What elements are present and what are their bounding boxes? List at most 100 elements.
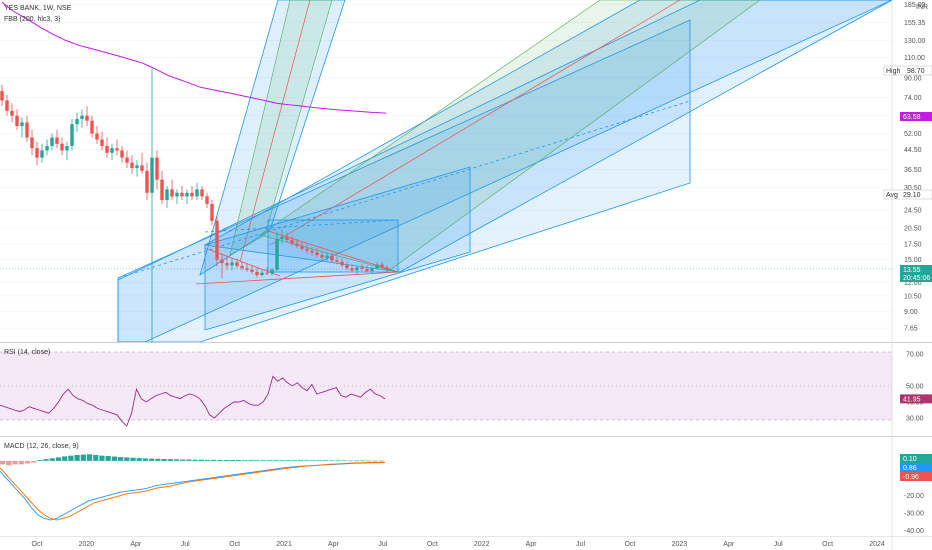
candle[interactable]	[20, 117, 24, 138]
rsi-line[interactable]	[0, 375, 386, 427]
pitchfork-wide-outer[interactable]	[203, 0, 892, 273]
time-axis[interactable]: Oct 2020 Apr Jul Oct 2021 Apr Jul Oct 2022 Apr Jul O…	[0, 536, 932, 549]
candle[interactable]	[140, 152, 144, 174]
candle[interactable]	[110, 143, 114, 161]
candle[interactable]	[290, 235, 294, 246]
candle[interactable]	[315, 248, 319, 258]
candle[interactable]	[195, 182, 199, 201]
candle[interactable]	[115, 139, 119, 156]
candle[interactable]	[100, 131, 104, 151]
trend-line-1[interactable]	[195, 271, 399, 285]
candle[interactable]	[305, 244, 309, 254]
channel-box-diagonal[interactable]	[204, 219, 399, 233]
candle[interactable]	[165, 186, 169, 208]
candle[interactable]	[35, 141, 39, 166]
candle[interactable]	[175, 189, 179, 204]
candle[interactable]	[135, 160, 139, 177]
drawing-tools[interactable]	[117, 0, 892, 342]
candle[interactable]	[95, 125, 99, 144]
candle[interactable]	[10, 103, 14, 123]
candle[interactable]	[75, 112, 79, 132]
candle[interactable]	[275, 231, 279, 272]
candle[interactable]	[385, 265, 389, 272]
candle[interactable]	[70, 118, 74, 151]
candle[interactable]	[345, 261, 349, 271]
candle[interactable]	[60, 137, 64, 156]
candle[interactable]	[365, 265, 369, 273]
candle[interactable]	[255, 268, 259, 278]
candle[interactable]	[65, 141, 69, 161]
pitchfork-steep-inner[interactable]	[229, 0, 333, 256]
candle[interactable]	[295, 238, 299, 249]
macd-panel[interactable]: MACD (12, 26, close, 9) 0.00-10.00-20.00…	[0, 443, 932, 535]
candle[interactable]	[380, 261, 384, 269]
candle[interactable]	[190, 186, 194, 201]
candle[interactable]	[235, 258, 239, 269]
candle[interactable]	[45, 139, 49, 156]
channel-median-line[interactable]	[117, 100, 691, 279]
candle[interactable]	[0, 84, 4, 107]
candle[interactable]	[185, 189, 189, 204]
candle[interactable]	[120, 145, 124, 163]
candle[interactable]	[250, 265, 254, 275]
candle[interactable]	[5, 95, 9, 116]
candle[interactable]	[80, 109, 84, 128]
candle[interactable]	[375, 262, 379, 270]
candle[interactable]	[340, 258, 344, 268]
candle[interactable]	[210, 200, 214, 226]
candle[interactable]	[40, 143, 44, 163]
candle[interactable]	[260, 269, 264, 277]
candle[interactable]	[180, 186, 184, 201]
candle[interactable]	[130, 155, 134, 174]
candle[interactable]	[145, 162, 149, 201]
candle[interactable]	[335, 256, 339, 265]
candle[interactable]	[105, 137, 109, 158]
pitchfork-wide-median[interactable]	[269, 0, 681, 246]
candle[interactable]	[280, 229, 284, 244]
candle[interactable]	[225, 256, 229, 270]
candle[interactable]	[310, 246, 314, 256]
candle[interactable]	[25, 115, 29, 142]
candle[interactable]	[125, 150, 129, 169]
candle[interactable]	[355, 265, 359, 275]
candle[interactable]	[350, 264, 354, 273]
candle[interactable]	[50, 133, 54, 151]
candle[interactable]	[155, 150, 159, 190]
candle[interactable]	[55, 129, 59, 149]
candle[interactable]	[360, 263, 364, 272]
candle[interactable]	[215, 216, 219, 267]
pitchfork-wide-inner[interactable]	[259, 0, 761, 271]
candle[interactable]	[200, 186, 204, 201]
channel-box-1[interactable]	[204, 166, 471, 331]
candle[interactable]	[265, 267, 269, 276]
macd-signal-line[interactable]	[0, 461, 386, 521]
pitchfork-steep-outer[interactable]	[199, 0, 346, 276]
candle[interactable]	[245, 263, 249, 272]
candle[interactable]	[270, 268, 274, 276]
price-axis[interactable]: INR 185.00155.35130.00110.0090.0074.0062…	[883, 0, 932, 550]
candle[interactable]	[150, 68, 154, 359]
price-panel[interactable]: YES BANK, 1W, NSE FBB (200, hlc3, 3)	[0, 0, 892, 360]
channel-band-1[interactable]	[117, 19, 691, 342]
candle[interactable]	[325, 252, 329, 262]
macd-line[interactable]	[0, 462, 386, 521]
candle[interactable]	[170, 179, 174, 201]
candle[interactable]	[230, 258, 234, 271]
candle[interactable]	[205, 192, 209, 208]
candle[interactable]	[285, 232, 289, 243]
candles-layer[interactable]	[0, 68, 389, 359]
candle[interactable]	[90, 115, 94, 138]
candle[interactable]	[30, 129, 34, 156]
macd-histogram[interactable]	[0, 454, 384, 466]
candle[interactable]	[15, 109, 19, 130]
channel-box-2[interactable]	[267, 219, 399, 273]
candle[interactable]	[240, 261, 244, 271]
candle[interactable]	[300, 241, 304, 252]
candle[interactable]	[370, 266, 374, 274]
candle[interactable]	[320, 251, 324, 261]
candle[interactable]	[160, 170, 164, 204]
candle[interactable]	[330, 253, 334, 263]
candle[interactable]	[220, 253, 224, 279]
fbb-basis-line[interactable]	[1, 1, 387, 114]
